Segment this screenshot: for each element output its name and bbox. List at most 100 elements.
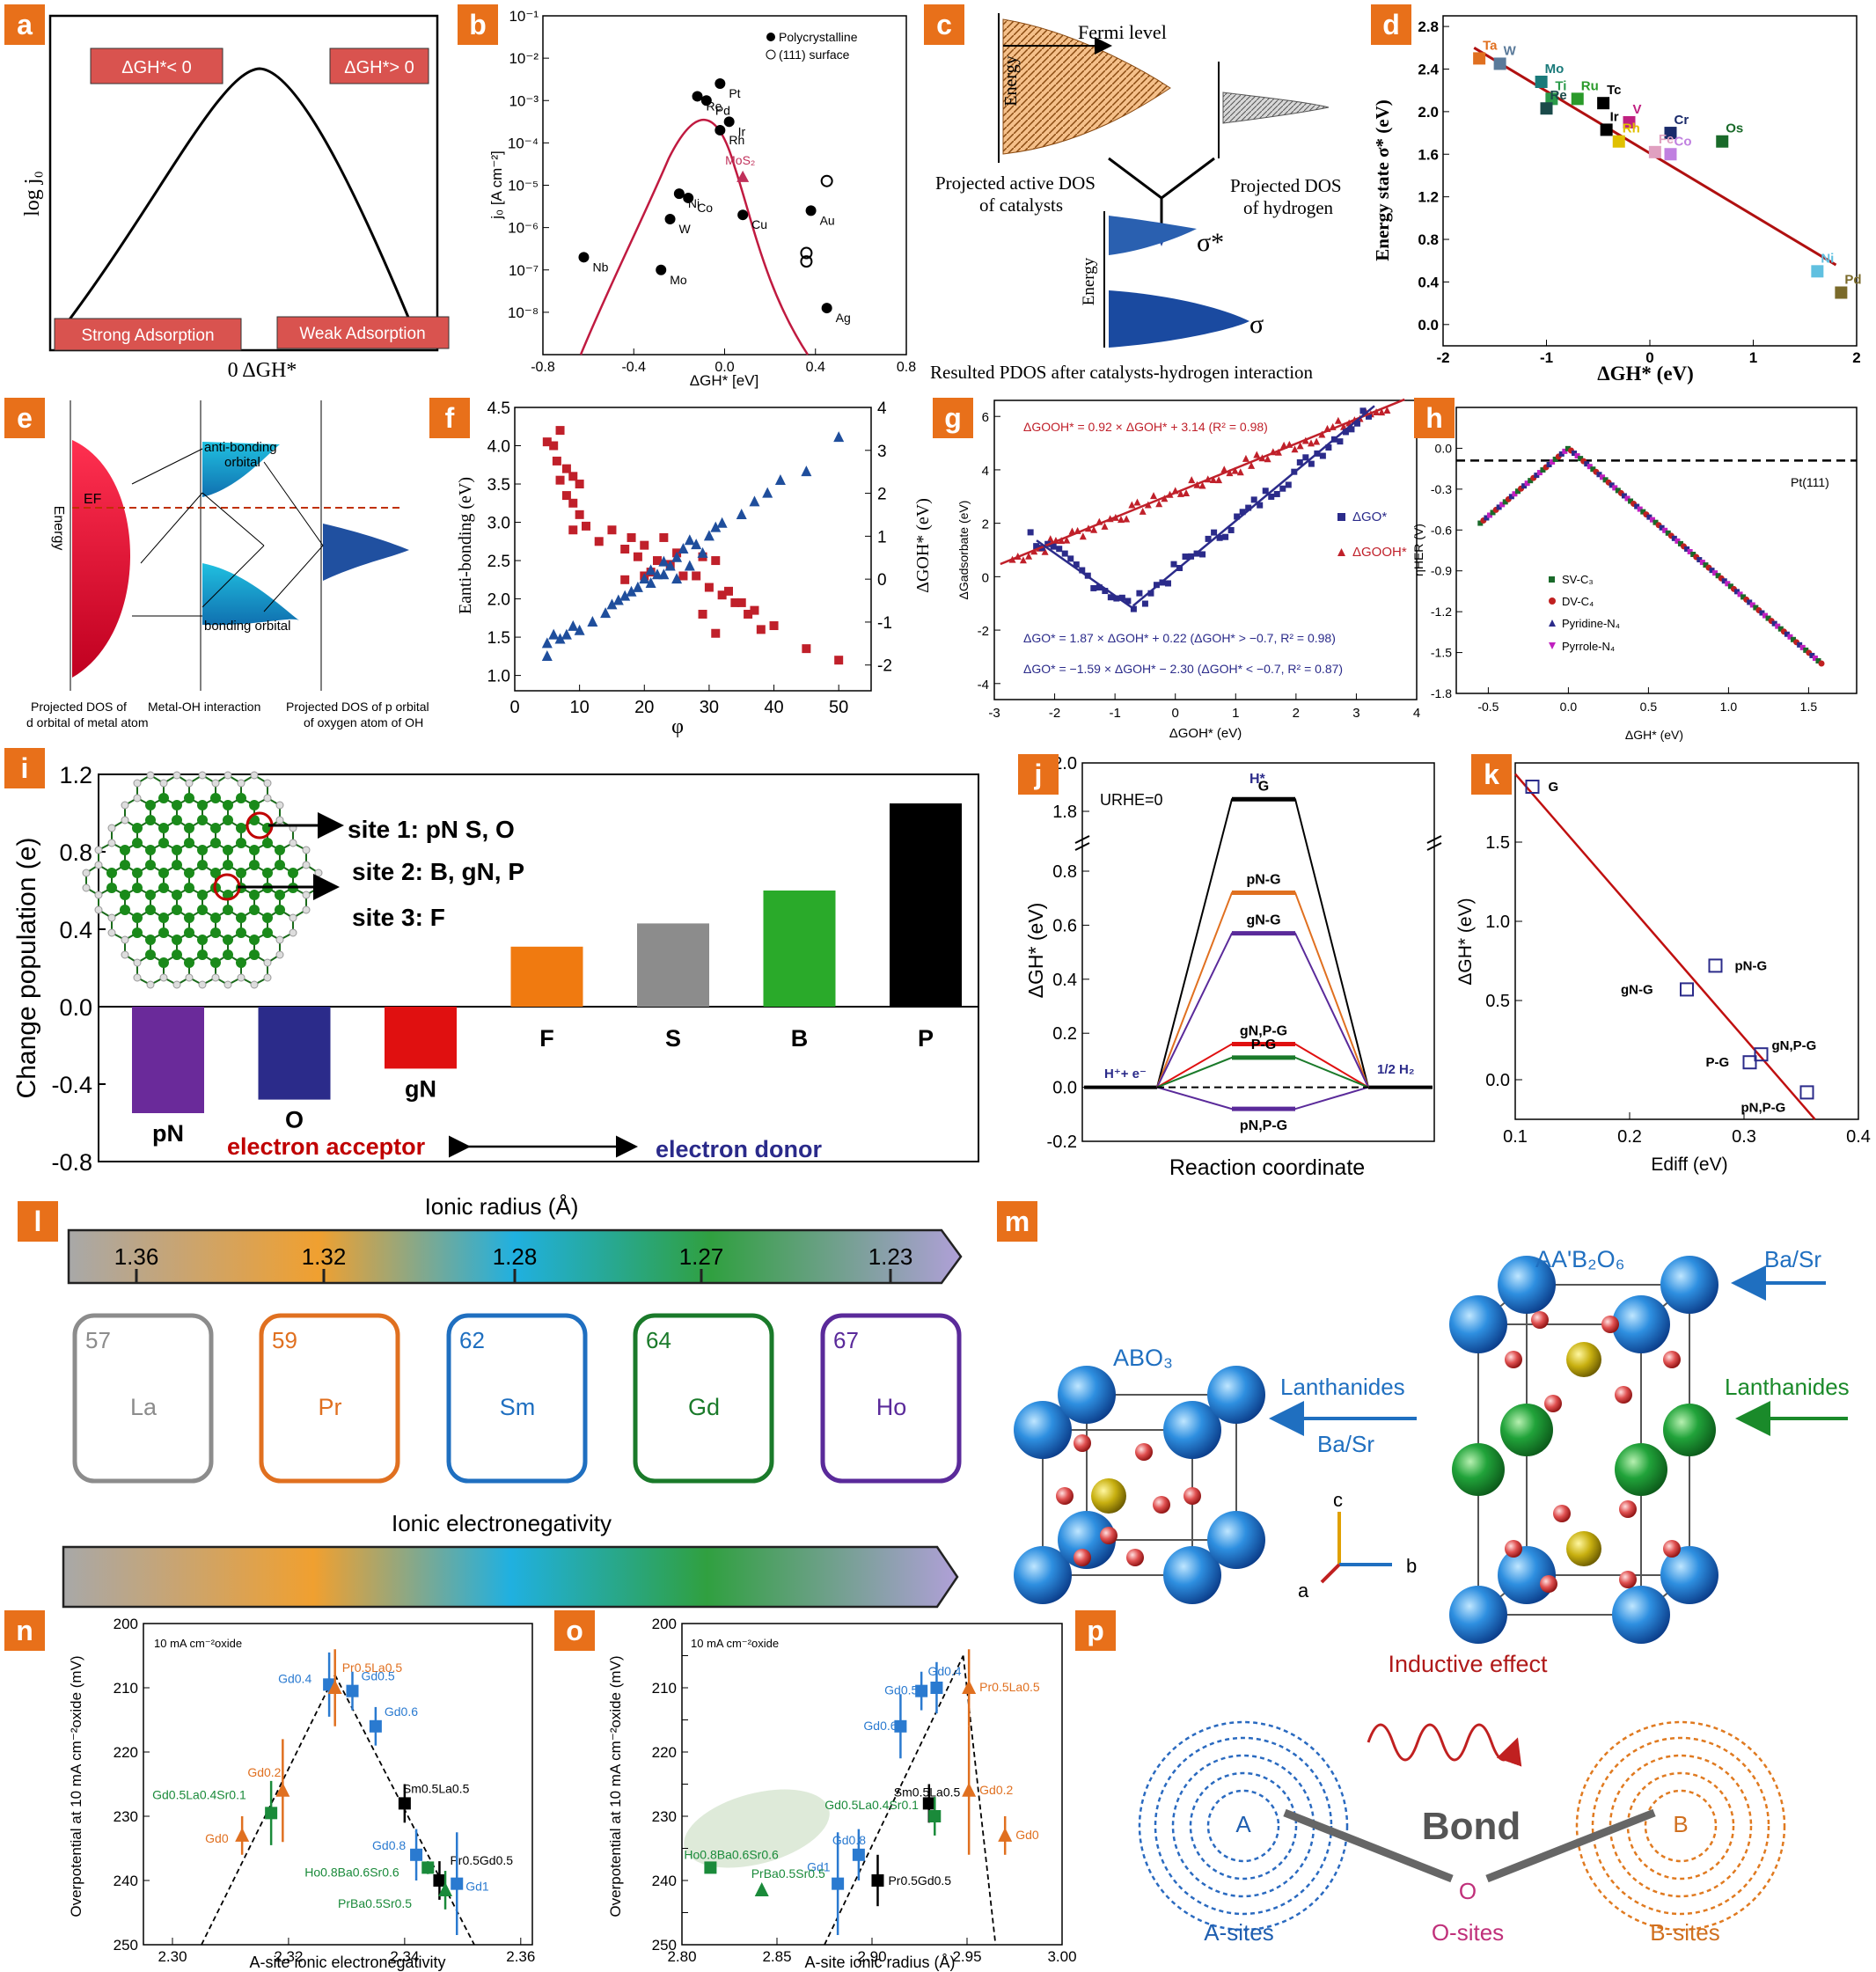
lattice-carbon bbox=[172, 815, 182, 825]
j-urhe: URHE=0 bbox=[1100, 791, 1163, 809]
panel-label-b: b bbox=[469, 9, 487, 40]
f-blue-point-28 bbox=[762, 487, 773, 498]
lattice-hydrogen bbox=[224, 771, 232, 780]
f-red-point-39 bbox=[698, 609, 707, 619]
b-ytick: 10⁻⁷ bbox=[509, 262, 539, 279]
box-weak-adsorption bbox=[276, 316, 450, 349]
k-point-pN-G bbox=[1708, 958, 1723, 973]
f-blue-point-3 bbox=[554, 633, 566, 644]
np-label-Gd0.8: Gd0.8 bbox=[372, 1838, 406, 1852]
b-point-Rh bbox=[714, 124, 726, 136]
k-label-pN-G: pN-G bbox=[1735, 958, 1768, 973]
np-point-PrBa0.5Sr0.5 bbox=[754, 1881, 769, 1896]
np-label-Gd0.5La0.4Sr0.1: Gd0.5La0.4Sr0.1 bbox=[824, 1798, 919, 1812]
p-bond-right bbox=[1485, 1808, 1656, 1883]
h-point-94 bbox=[1771, 620, 1777, 627]
lattice-carbon bbox=[158, 913, 169, 923]
h-point-3 bbox=[1486, 512, 1492, 518]
f-red-point-28 bbox=[711, 556, 721, 566]
c-fermi-label: Fermi level bbox=[1078, 21, 1167, 43]
g-ooh-point-56 bbox=[1313, 437, 1321, 445]
panel-a-xlabel: 0 ΔGH* bbox=[228, 359, 297, 382]
np-point-Gd0.5 bbox=[915, 1684, 928, 1697]
lattice-carbon bbox=[262, 868, 273, 878]
g-ooh-point-37 bbox=[1209, 476, 1217, 484]
np-point-Gd0.2 bbox=[275, 1782, 290, 1797]
p-b-ring-3 bbox=[1591, 1736, 1770, 1916]
panel-label-box-g bbox=[933, 398, 973, 438]
panel-k-xlabel: Ediff (eV) bbox=[1651, 1155, 1727, 1175]
lattice-hydrogen bbox=[133, 779, 142, 788]
panel-j-xlabel: Reaction coordinate bbox=[1169, 1155, 1365, 1180]
g-xtick: -1 bbox=[1109, 706, 1120, 721]
f-red-point-24 bbox=[678, 571, 688, 581]
f-red-point-33 bbox=[744, 609, 753, 619]
g-legend-o: ΔGO* bbox=[1352, 509, 1387, 524]
g-o-point-13 bbox=[1102, 588, 1109, 595]
g-o-point-19 bbox=[1136, 590, 1143, 597]
panel-label-box-k bbox=[1471, 754, 1512, 795]
f-ytick: 3.5 bbox=[487, 476, 510, 495]
g-o-point-55 bbox=[1342, 429, 1349, 436]
d-point-Ti bbox=[1545, 92, 1558, 106]
l-en-bar bbox=[62, 1545, 959, 1609]
p-a: A bbox=[1235, 1811, 1251, 1837]
lattice-carbon bbox=[172, 860, 182, 870]
h-point-54 bbox=[1646, 514, 1652, 520]
f-blue-point-8 bbox=[600, 607, 612, 619]
lattice-carbon bbox=[184, 793, 194, 803]
b-point-label-Mo: Mo bbox=[670, 273, 687, 287]
e-energy: Energy bbox=[51, 506, 66, 551]
f-red-point-5 bbox=[568, 472, 578, 481]
k-label-pN,P-G: pN,P-G bbox=[1741, 1100, 1786, 1115]
lattice-carbon bbox=[210, 793, 221, 803]
d-point-label-Ti: Ti bbox=[1555, 78, 1566, 93]
f-blue-point-6 bbox=[574, 624, 585, 635]
lattice-carbon bbox=[158, 883, 169, 893]
f-red-point-9 bbox=[568, 498, 578, 508]
f-xtick: 0 bbox=[509, 698, 519, 717]
lattice-carbon bbox=[210, 927, 221, 938]
g-ooh-point-38 bbox=[1215, 476, 1223, 484]
m-basr-ball bbox=[1612, 1586, 1670, 1644]
f-blue-point-33 bbox=[658, 568, 670, 580]
f-blue-point-12 bbox=[626, 585, 637, 597]
lattice-carbon bbox=[210, 957, 221, 968]
k-point-gN,P-G bbox=[1754, 1047, 1769, 1062]
b-ytick: 10⁻⁴ bbox=[508, 135, 539, 151]
c-sigma: σ bbox=[1249, 310, 1264, 339]
panel-b-fit bbox=[579, 119, 810, 356]
panel-n: 2.30 2.32 2.34 2.36 200 210 220 230 240 250 Gd0.4 P… bbox=[68, 1616, 535, 1971]
f-red-point-38 bbox=[834, 656, 844, 665]
g-o-point-37 bbox=[1239, 509, 1246, 516]
panel-g-frame bbox=[993, 400, 1418, 700]
lattice-hydrogen bbox=[121, 950, 129, 959]
m-o-ball bbox=[1056, 1487, 1074, 1505]
np-ytick: 230 bbox=[114, 1808, 138, 1825]
g-ooh-point-22 bbox=[1128, 501, 1136, 509]
site2-label: site 2: B, gN, P bbox=[352, 858, 524, 885]
h-point-26 bbox=[1558, 451, 1565, 457]
j-axis-break bbox=[1074, 835, 1090, 851]
l-element-z-La: 57 bbox=[85, 1327, 111, 1353]
d-point-V bbox=[1623, 115, 1636, 128]
h-point-74 bbox=[1709, 568, 1715, 574]
h-point-34 bbox=[1584, 461, 1590, 467]
e-interaction-lines bbox=[131, 448, 265, 617]
m-c-label: c bbox=[1333, 1489, 1343, 1511]
l-element-box-Gd bbox=[633, 1313, 774, 1484]
g-o-point-4 bbox=[1050, 543, 1057, 550]
np-point-Gd1 bbox=[832, 1877, 845, 1890]
f-y2tick: 1 bbox=[877, 528, 887, 546]
p-o: O bbox=[1459, 1878, 1477, 1904]
panel-label-o: o bbox=[566, 1615, 583, 1646]
d-point-Ir bbox=[1600, 123, 1613, 136]
g-fit-O-high bbox=[1132, 405, 1375, 607]
k-point-G bbox=[1525, 780, 1540, 794]
g-legend-ooh-marker bbox=[1337, 548, 1345, 556]
l-element-z-Sm: 62 bbox=[459, 1327, 485, 1353]
np-label-Gd0.5: Gd0.5 bbox=[361, 1669, 394, 1683]
panel-label-box-m bbox=[997, 1201, 1037, 1242]
f-red-point-7 bbox=[575, 480, 584, 489]
np-xtick: 2.30 bbox=[158, 1948, 187, 1965]
